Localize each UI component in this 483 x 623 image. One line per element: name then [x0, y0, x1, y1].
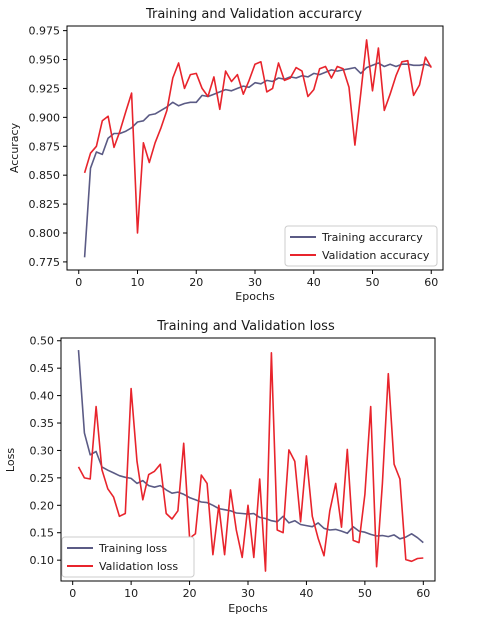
loss-training-series-line: [77, 350, 424, 544]
accuracy-chart-title: Training and Validation accurarcy: [145, 7, 362, 22]
loss-legend-training-label: Training loss: [98, 542, 167, 555]
accuracy-x-tick-label: 20: [189, 276, 203, 289]
loss-chart: Training and Validation loss Epochs Loss…: [4, 319, 436, 615]
loss-x-tick-label: 50: [358, 587, 372, 600]
accuracy-x-tick-label: 30: [248, 276, 262, 289]
loss-x-tick-label: 10: [124, 587, 138, 600]
accuracy-plot-frame: [66, 25, 444, 271]
accuracy-legend-box: [284, 225, 438, 267]
accuracy-y-tick-label: 0.975: [29, 25, 61, 38]
loss-axis-ticks: 0 10 20 30 40 50 60 0.10 0.15 0.20 0.25 0.30 0.35 0.4…: [30, 335, 431, 600]
loss-x-tick-label: 40: [299, 587, 313, 600]
accuracy-y-tick-label: 0.950: [29, 54, 61, 67]
loss-y-tick-label: 0.35: [30, 417, 55, 430]
loss-y-axis-label: Loss: [4, 448, 17, 472]
accuracy-x-tick-label: 10: [131, 276, 145, 289]
accuracy-axis-ticks: 0 10 20 30 40 50 60 0.775 0.800 0.825 0.850 0.875 0.…: [29, 25, 439, 289]
loss-x-tick-label: 60: [416, 587, 430, 600]
accuracy-y-tick-label: 0.925: [29, 82, 61, 95]
accuracy-legend: Training accurarcy Validation accuracy: [284, 225, 438, 267]
accuracy-y-axis-label: Accuracy: [8, 122, 21, 173]
accuracy-x-tick-label: 0: [75, 276, 82, 289]
loss-y-tick-label: 0.45: [30, 362, 55, 375]
accuracy-x-tick-label: 40: [307, 276, 321, 289]
loss-y-tick-label: 0.10: [30, 554, 55, 567]
loss-legend-validation-label: Validation loss: [99, 560, 178, 573]
loss-validation-series-line: [77, 351, 424, 572]
loss-y-tick-label: 0.25: [30, 472, 55, 485]
loss-y-tick-label: 0.40: [30, 390, 55, 403]
loss-x-axis-label: Epochs: [228, 602, 268, 615]
accuracy-x-axis-label: Epochs: [235, 290, 275, 303]
accuracy-legend-training-label: Training accurarcy: [321, 231, 423, 244]
accuracy-y-tick-label: 0.825: [29, 198, 61, 211]
accuracy-training-series-line: [83, 62, 432, 258]
loss-y-tick-label: 0.20: [30, 499, 55, 512]
accuracy-chart: Training and Validation accurarcy Epochs…: [8, 7, 444, 303]
accuracy-validation-series-line: [83, 39, 432, 234]
accuracy-y-tick-label: 0.850: [29, 169, 61, 182]
loss-plot-frame: [60, 337, 436, 582]
loss-x-tick-label: 0: [69, 587, 76, 600]
loss-legend: Training loss Validation loss: [61, 536, 195, 578]
loss-series-lines: [77, 350, 424, 572]
accuracy-x-tick-label: 50: [366, 276, 380, 289]
loss-chart-title: Training and Validation loss: [156, 319, 335, 334]
accuracy-y-tick-label: 0.875: [29, 140, 61, 153]
loss-x-tick-label: 30: [241, 587, 255, 600]
accuracy-series-lines: [83, 39, 432, 258]
accuracy-legend-validation-label: Validation accuracy: [322, 249, 430, 262]
accuracy-y-tick-label: 0.900: [29, 111, 61, 124]
accuracy-y-tick-label: 0.775: [29, 256, 61, 269]
loss-legend-box: [61, 536, 195, 578]
loss-y-tick-label: 0.15: [30, 527, 55, 540]
loss-y-tick-label: 0.50: [30, 335, 55, 348]
accuracy-x-tick-label: 60: [424, 276, 438, 289]
accuracy-y-tick-label: 0.800: [29, 227, 61, 240]
loss-y-tick-label: 0.30: [30, 444, 55, 457]
loss-x-tick-label: 20: [183, 587, 197, 600]
